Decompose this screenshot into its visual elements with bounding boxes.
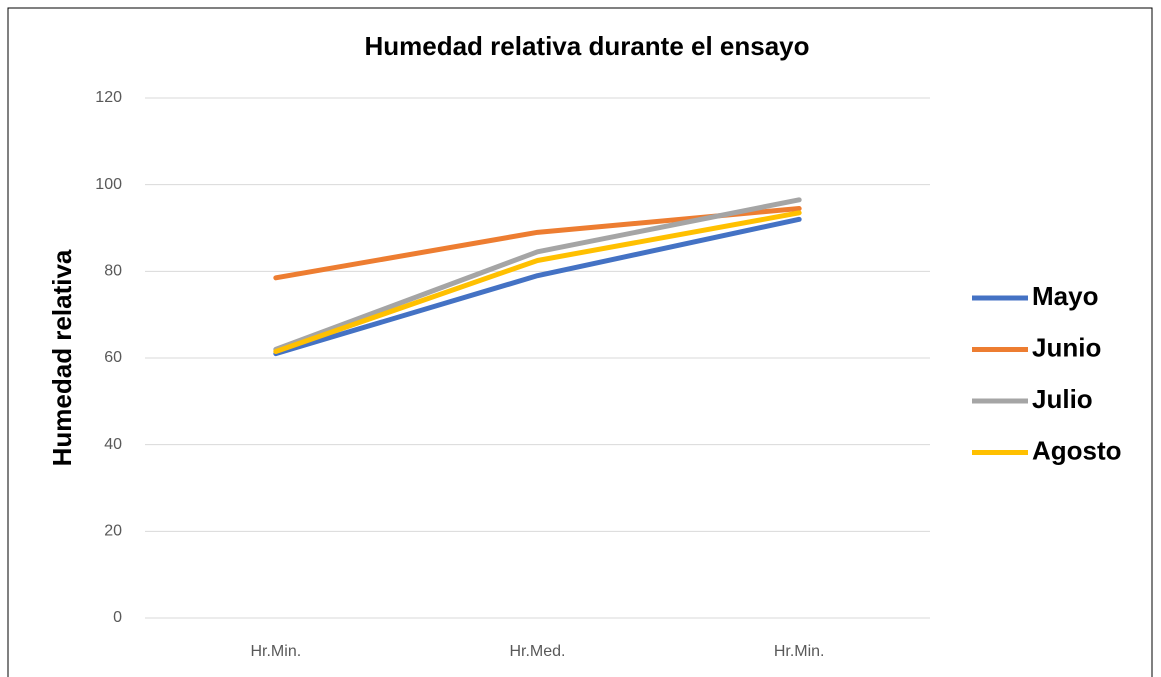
- y-tick-label: 60: [104, 349, 122, 366]
- legend-label: Julio: [1032, 384, 1093, 414]
- series-line: [273, 216, 802, 357]
- x-tick-label: Hr.Med.: [509, 643, 565, 660]
- series-line: [273, 210, 802, 354]
- chart-frame: [7, 7, 1153, 677]
- y-tick-label: 40: [104, 436, 122, 453]
- legend-label: Mayo: [1032, 281, 1098, 311]
- series-line: [273, 206, 802, 281]
- y-tick-label: 80: [104, 263, 122, 280]
- legend-label: Agosto: [1032, 435, 1122, 465]
- legend-label: Junio: [1032, 332, 1101, 362]
- x-tick-label: Hr.Min.: [250, 643, 301, 660]
- y-tick-label: 100: [95, 176, 122, 193]
- y-tick-label: 0: [113, 609, 122, 626]
- series-line: [273, 197, 802, 352]
- x-tick-label: Hr.Min.: [774, 643, 825, 660]
- y-tick-label: 120: [95, 89, 122, 106]
- y-tick-label: 20: [104, 523, 122, 540]
- y-axis-label: Humedad relativa: [47, 249, 77, 466]
- chart-title: Humedad relativa durante el ensayo: [364, 31, 809, 61]
